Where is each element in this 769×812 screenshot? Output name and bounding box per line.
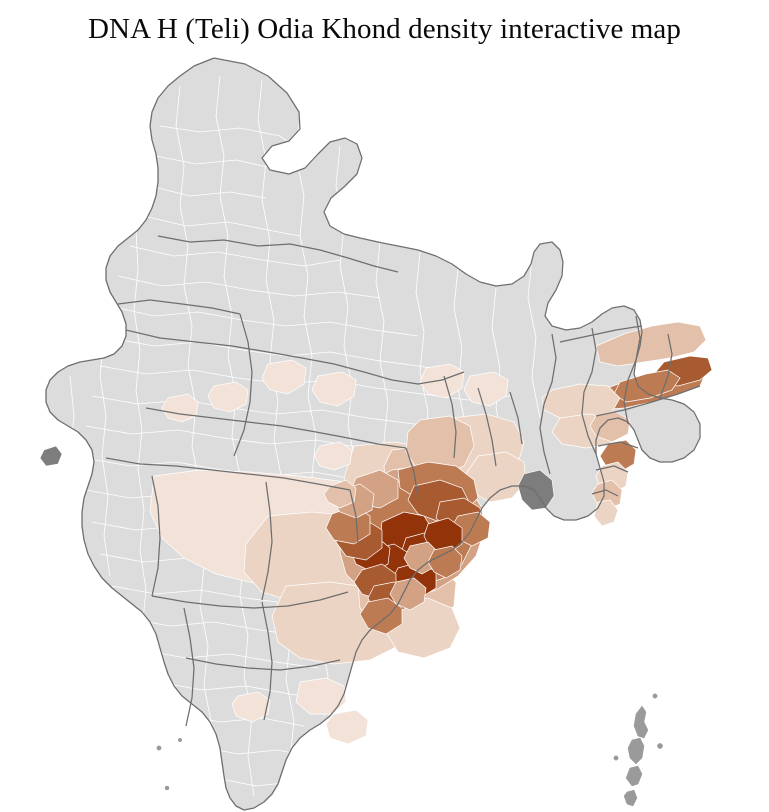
island-territories[interactable] (157, 694, 665, 812)
density-class-medium-east[interactable] (406, 414, 526, 502)
no-data-regions[interactable] (40, 446, 554, 510)
page-title: DNA H (Teli) Odia Khond density interact… (88, 12, 681, 45)
density-class-high-odisha[interactable] (324, 462, 490, 634)
india-district-choropleth-map[interactable] (0, 46, 769, 812)
choropleth-map-container[interactable] (0, 46, 769, 812)
state-boundary-lines (46, 58, 700, 810)
density-class-northeast[interactable] (542, 322, 712, 526)
